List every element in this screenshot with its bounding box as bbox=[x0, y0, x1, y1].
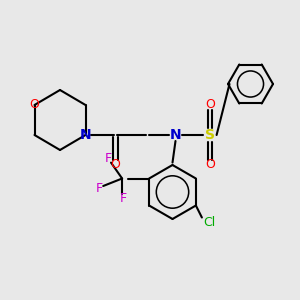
Text: Cl: Cl bbox=[203, 215, 215, 229]
Text: O: O bbox=[111, 158, 120, 172]
Text: F: F bbox=[105, 152, 112, 166]
Text: F: F bbox=[96, 182, 103, 196]
Text: O: O bbox=[30, 98, 39, 112]
Text: N: N bbox=[170, 128, 181, 142]
Text: O: O bbox=[205, 158, 215, 172]
Text: S: S bbox=[205, 128, 215, 142]
Text: O: O bbox=[205, 98, 215, 112]
Text: N: N bbox=[80, 128, 91, 142]
Text: F: F bbox=[120, 191, 127, 205]
